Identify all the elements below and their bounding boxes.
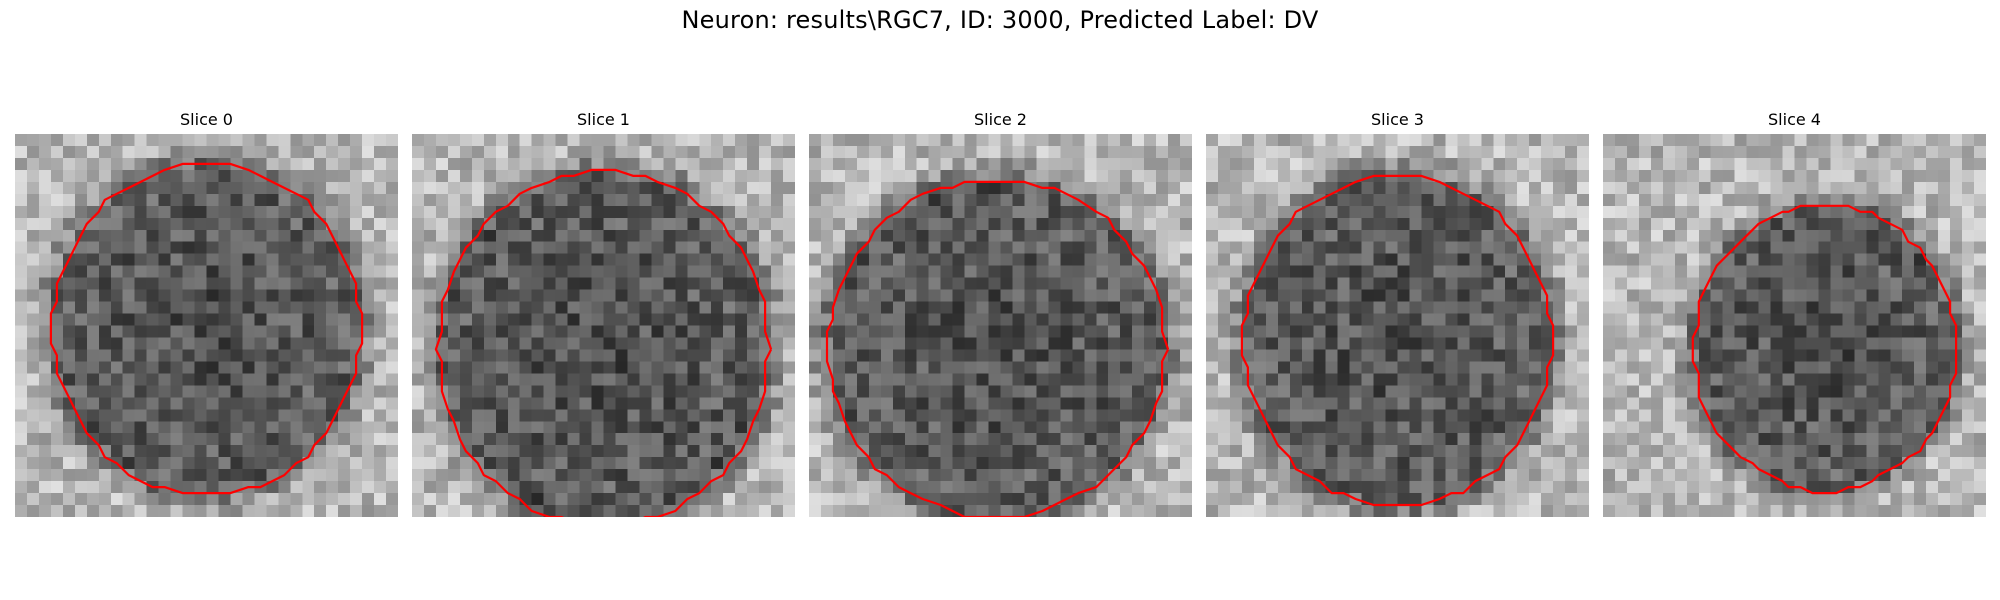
slice-panel-1: Slice 1 xyxy=(412,110,795,517)
cell-contour xyxy=(825,180,1170,517)
slice-image xyxy=(809,134,1192,517)
slice-panel-2: Slice 2 xyxy=(809,110,1192,517)
pixel-grid xyxy=(1206,134,1589,517)
pixel-grid xyxy=(809,134,1192,517)
cell-contour xyxy=(49,162,364,495)
slice-panel-0: Slice 0 xyxy=(15,110,398,517)
figure-title: Neuron: results\RGC7, ID: 3000, Predicte… xyxy=(681,6,1319,34)
slice-panel-4: Slice 4 xyxy=(1603,110,1986,517)
cell-contour xyxy=(1240,174,1555,507)
slice-panel-3: Slice 3 xyxy=(1206,110,1589,517)
slice-image xyxy=(1603,134,1986,517)
pixel-grid xyxy=(15,134,398,517)
slice-title: Slice 0 xyxy=(180,110,233,129)
slice-title: Slice 3 xyxy=(1371,110,1424,129)
slice-image xyxy=(1206,134,1589,517)
slice-image xyxy=(15,134,398,517)
cell-contour xyxy=(434,168,773,517)
slice-title: Slice 2 xyxy=(974,110,1027,129)
slice-image xyxy=(412,134,795,517)
slice-title: Slice 1 xyxy=(577,110,630,129)
pixel-grid xyxy=(1603,134,1986,517)
slice-title: Slice 4 xyxy=(1768,110,1821,129)
cell-contour xyxy=(1691,204,1958,495)
pixel-grid xyxy=(412,134,795,517)
